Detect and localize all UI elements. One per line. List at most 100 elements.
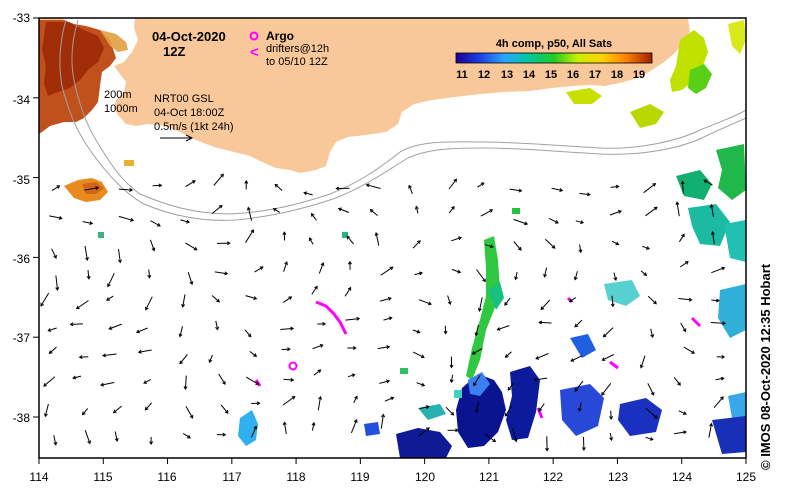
- current-vector-head: [129, 187, 134, 192]
- current-vector: [515, 271, 518, 280]
- current-vector-head: [303, 191, 308, 196]
- current-vector-head: [387, 296, 392, 301]
- current-vector-head: [108, 326, 113, 330]
- sst-teal-bit: [98, 232, 104, 238]
- current-vector: [214, 271, 228, 275]
- current-vector: [475, 401, 480, 413]
- lat-label: -35: [13, 173, 31, 187]
- lat-label: -36: [13, 252, 31, 266]
- current-vector-head: [351, 373, 356, 378]
- current-vector: [414, 272, 423, 276]
- colorbar-tick: 17: [589, 69, 601, 81]
- lon-label: 119: [350, 470, 369, 484]
- current-vector: [84, 430, 91, 444]
- current-vector-head: [489, 209, 494, 213]
- current-vector-head: [256, 401, 261, 406]
- lat-label: -33: [13, 11, 31, 25]
- current-vector-head: [577, 407, 582, 412]
- current-vector-head: [335, 186, 340, 191]
- current-vector-head: [222, 381, 226, 385]
- sst-blue-5: [618, 398, 662, 436]
- current-vector: [384, 397, 394, 402]
- current-vector-head: [102, 353, 107, 358]
- current-vector: [610, 185, 619, 188]
- current-vector: [84, 187, 99, 191]
- current-vector-head: [653, 415, 658, 419]
- current-vector-head: [130, 217, 135, 222]
- argo-float: [288, 361, 298, 371]
- current-vector: [484, 244, 494, 248]
- lon-label: 120: [415, 470, 435, 484]
- current-vector-head: [218, 204, 223, 209]
- current-vector: [415, 206, 419, 214]
- current-vector-head: [95, 186, 100, 190]
- current-vector: [274, 184, 283, 191]
- colorbar-tick: 12: [478, 69, 490, 81]
- current-vector: [645, 206, 658, 217]
- current-vector-head: [480, 182, 485, 186]
- current-vector: [282, 396, 295, 406]
- current-vector: [145, 296, 153, 310]
- current-vector-head: [114, 437, 119, 442]
- current-vector: [611, 295, 614, 307]
- current-vector-head: [427, 301, 432, 306]
- current-vector-head: [274, 183, 279, 188]
- lon-label: 114: [29, 470, 48, 484]
- current-vector-head: [574, 323, 579, 328]
- sst-east-yellow-2: [728, 20, 746, 54]
- current-vector: [109, 323, 122, 330]
- current-vector-head: [356, 316, 361, 321]
- current-vector: [450, 374, 454, 383]
- current-vector-head: [381, 413, 386, 418]
- current-vector: [179, 326, 183, 337]
- current-vector-head: [554, 220, 559, 224]
- current-vector: [247, 207, 253, 221]
- current-vector-head: [602, 333, 607, 338]
- current-vector-head: [450, 411, 455, 416]
- current-vector-head: [58, 216, 63, 220]
- current-vector: [418, 299, 432, 305]
- current-vector-head: [246, 206, 251, 211]
- current-vector-head: [518, 188, 523, 193]
- current-vector: [674, 431, 687, 435]
- sst-lightblue-west: [238, 410, 258, 446]
- current-vector-head: [87, 440, 91, 445]
- current-vector-head: [652, 182, 657, 187]
- current-vector: [106, 295, 114, 301]
- current-vector-head: [352, 346, 357, 351]
- current-vector: [548, 217, 559, 224]
- current-vector: [118, 215, 134, 221]
- current-vector-head: [347, 286, 352, 291]
- current-vector: [710, 204, 715, 218]
- current-vector-head: [186, 219, 191, 224]
- current-vector: [377, 346, 390, 350]
- current-vector-head: [44, 413, 48, 418]
- current-vector-head: [178, 333, 183, 338]
- current-vector: [574, 319, 583, 328]
- current-vector-head: [443, 330, 448, 335]
- current-vector-head: [191, 180, 196, 184]
- current-vector: [412, 329, 420, 333]
- current-vector-head: [617, 210, 622, 214]
- current-vector-head: [106, 297, 110, 301]
- current-vector-head: [149, 441, 154, 446]
- current-vector-head: [416, 329, 421, 334]
- current-vector: [283, 261, 288, 272]
- current-vector: [118, 248, 121, 263]
- sst-teal-e6: [718, 284, 746, 338]
- current-vector: [312, 344, 323, 350]
- current-vector-head: [455, 428, 460, 433]
- current-vector: [650, 328, 654, 338]
- current-vector: [507, 382, 514, 391]
- sst-east-yellow-3: [566, 88, 602, 104]
- current-vector: [476, 269, 486, 282]
- vector-scale-arrow: [160, 134, 194, 142]
- current-vector: [185, 406, 194, 419]
- sst-cold-3: [396, 428, 452, 458]
- sst-green-e2: [676, 170, 712, 200]
- current-vector-head: [386, 379, 391, 384]
- current-vector-head: [193, 246, 198, 251]
- sst-green-dot: [512, 208, 520, 214]
- current-vector-head: [282, 231, 287, 236]
- current-vector-head: [354, 395, 358, 400]
